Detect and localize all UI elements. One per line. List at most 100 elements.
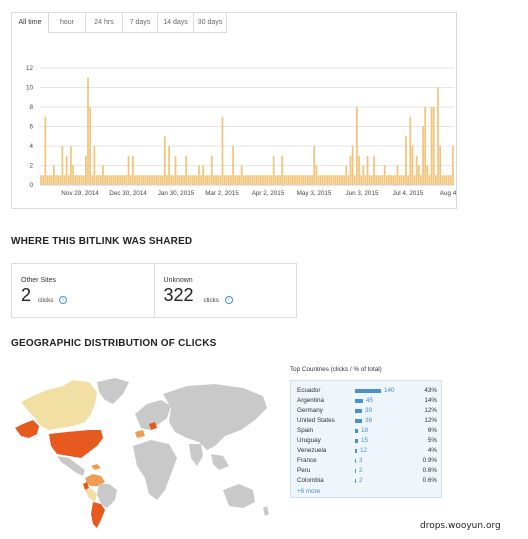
- chart-bar[interactable]: [347, 175, 350, 185]
- chart-bar[interactable]: [131, 155, 134, 185]
- chart-bar[interactable]: [134, 175, 136, 185]
- chart-bar[interactable]: [172, 175, 175, 185]
- chart-bar[interactable]: [249, 175, 252, 185]
- chart-bar[interactable]: [178, 175, 181, 185]
- chart-bar[interactable]: [390, 175, 392, 185]
- chart-bar[interactable]: [44, 116, 47, 185]
- chart-bar[interactable]: [268, 175, 271, 185]
- chart-bar[interactable]: [102, 165, 104, 186]
- chart-bar[interactable]: [240, 165, 243, 186]
- chart-bar[interactable]: [59, 175, 62, 185]
- chart-bar[interactable]: [70, 146, 72, 185]
- chart-bar[interactable]: [400, 175, 403, 185]
- chart-bar[interactable]: [168, 146, 170, 185]
- chart-bar[interactable]: [434, 175, 437, 185]
- chart-bar[interactable]: [176, 175, 179, 185]
- chart-bar[interactable]: [302, 175, 305, 185]
- chart-bar[interactable]: [174, 155, 177, 185]
- chart-bar[interactable]: [287, 175, 290, 185]
- chart-bar[interactable]: [428, 175, 431, 185]
- chart-bar[interactable]: [277, 175, 279, 185]
- chart-bar[interactable]: [420, 175, 422, 185]
- chart-bar[interactable]: [208, 175, 211, 185]
- chart-bar[interactable]: [99, 175, 102, 185]
- chart-bar[interactable]: [53, 165, 55, 186]
- chart-bar[interactable]: [330, 175, 333, 185]
- chart-bar[interactable]: [257, 175, 260, 185]
- chart-bar[interactable]: [127, 155, 130, 185]
- chart-bar[interactable]: [185, 155, 188, 185]
- chart-bar[interactable]: [97, 175, 100, 185]
- chart-bar[interactable]: [385, 175, 388, 185]
- chart-bar[interactable]: [136, 175, 138, 185]
- chart-bar[interactable]: [368, 175, 371, 185]
- chart-bar[interactable]: [398, 175, 401, 185]
- chart-bar[interactable]: [360, 175, 363, 185]
- chart-bar[interactable]: [274, 175, 277, 185]
- chart-bar[interactable]: [215, 175, 217, 185]
- chart-bar[interactable]: [356, 107, 358, 185]
- chart-bar[interactable]: [187, 175, 190, 185]
- chart-bar[interactable]: [170, 175, 173, 185]
- chart-bar[interactable]: [146, 175, 149, 185]
- chart-bar[interactable]: [272, 155, 275, 185]
- unknown-card[interactable]: Unknown 322 clicks ›: [153, 264, 297, 317]
- chart-bar[interactable]: [317, 175, 320, 185]
- chart-bar[interactable]: [247, 175, 249, 185]
- chart-bar[interactable]: [221, 116, 224, 185]
- chart-bar[interactable]: [121, 175, 124, 185]
- chart-bar[interactable]: [93, 146, 96, 185]
- chart-bar[interactable]: [189, 175, 192, 185]
- chart-bar[interactable]: [377, 175, 380, 185]
- chart-bar[interactable]: [48, 175, 51, 185]
- chart-bar[interactable]: [394, 175, 397, 185]
- chart-bar[interactable]: [279, 175, 281, 185]
- chart-bar[interactable]: [85, 155, 87, 185]
- chart-bar[interactable]: [119, 175, 121, 185]
- chart-bar[interactable]: [336, 175, 339, 185]
- chart-bar[interactable]: [296, 175, 299, 185]
- chart-bar[interactable]: [383, 165, 386, 186]
- chart-bar[interactable]: [304, 175, 307, 185]
- chart-bar[interactable]: [117, 175, 119, 185]
- chart-bar[interactable]: [95, 175, 98, 185]
- tab-7-days[interactable]: 7 days: [123, 13, 158, 33]
- chart-bar[interactable]: [253, 175, 256, 185]
- chart-bar[interactable]: [76, 175, 79, 185]
- chart-bar[interactable]: [402, 175, 405, 185]
- chart-bar[interactable]: [140, 175, 143, 185]
- chart-bar[interactable]: [40, 175, 42, 185]
- chart-bar[interactable]: [153, 175, 156, 185]
- chart-bar[interactable]: [353, 175, 356, 185]
- chart-bar[interactable]: [50, 175, 53, 185]
- chart-bar[interactable]: [289, 175, 292, 185]
- chart-bar[interactable]: [65, 155, 68, 185]
- tab-30-days[interactable]: 30 days: [194, 13, 227, 33]
- chart-bar[interactable]: [262, 175, 264, 185]
- chart-bar[interactable]: [202, 165, 205, 186]
- chart-bar[interactable]: [424, 107, 427, 185]
- more-countries-link[interactable]: +6 more: [297, 488, 321, 495]
- chart-bar[interactable]: [426, 165, 429, 186]
- chart-bar[interactable]: [449, 175, 452, 185]
- chart-bar[interactable]: [206, 175, 209, 185]
- chart-bar[interactable]: [364, 175, 367, 185]
- chart-bar[interactable]: [72, 165, 74, 186]
- chart-bar[interactable]: [396, 165, 399, 186]
- chart-bar[interactable]: [57, 175, 59, 185]
- chart-bar[interactable]: [447, 175, 450, 185]
- chart-bar[interactable]: [439, 146, 441, 185]
- chart-bar[interactable]: [388, 175, 390, 185]
- chart-bar[interactable]: [345, 165, 348, 186]
- chart-bar[interactable]: [313, 146, 316, 185]
- chart-bar[interactable]: [358, 155, 360, 185]
- chart-bar[interactable]: [324, 175, 326, 185]
- chart-bar[interactable]: [42, 175, 45, 185]
- chart-bar[interactable]: [343, 175, 345, 185]
- chart-bar[interactable]: [281, 155, 284, 185]
- chart-bar[interactable]: [183, 175, 185, 185]
- tab-14-days[interactable]: 14 days: [158, 13, 194, 33]
- chart-bar[interactable]: [82, 175, 85, 185]
- chart-bar[interactable]: [204, 175, 207, 185]
- chart-bar[interactable]: [349, 155, 352, 185]
